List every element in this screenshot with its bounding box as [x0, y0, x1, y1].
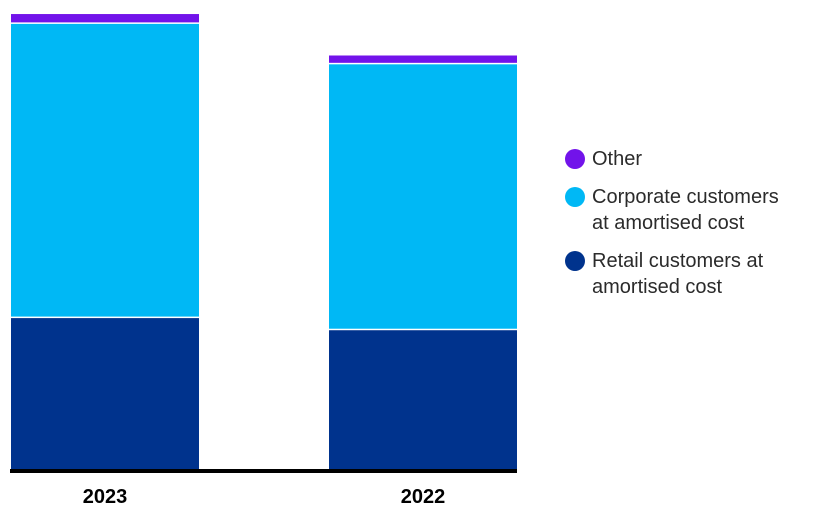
bar-separator — [11, 316, 199, 319]
legend: Other Corporate customers at amortised co… — [565, 146, 815, 312]
legend-swatch-icon — [565, 251, 585, 271]
bar-segment-2023-other — [11, 14, 199, 24]
bar-segment-2022-other — [329, 55, 517, 64]
bar-segment-2022-retail — [329, 329, 517, 470]
bar-separator — [11, 22, 199, 24]
bar-segment-2023-corporate — [11, 23, 199, 318]
legend-label: Corporate customers at amortised cost — [592, 186, 779, 234]
legend-item: Other — [565, 146, 815, 172]
legend-item: Retail customers at amortised cost — [565, 248, 815, 300]
legend-swatch-icon — [565, 187, 585, 207]
legend-label: Retail customers at amortised cost — [592, 250, 764, 298]
bar-segment-2023-retail — [11, 317, 199, 470]
bar-segment-2022-corporate — [329, 63, 517, 330]
bar-separator — [329, 62, 517, 65]
legend-label: Other — [592, 148, 643, 170]
bar-separator — [329, 328, 517, 331]
bars-group — [11, 14, 517, 470]
category-label-2023: 2023 — [83, 486, 128, 507]
legend-item: Corporate customers at amortised cost — [565, 184, 815, 236]
category-label-2022: 2022 — [401, 486, 446, 507]
legend-swatch-icon — [565, 149, 585, 169]
category-labels-group: 2023 2022 — [83, 486, 446, 507]
